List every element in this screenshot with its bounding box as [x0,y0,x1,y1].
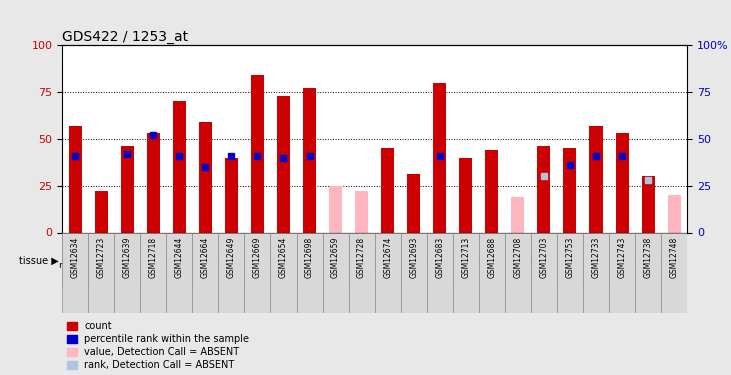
Bar [512,197,524,232]
Bar [244,232,270,313]
Legend: count, percentile rank within the sample, value, Detection Call = ABSENT, rank, : count, percentile rank within the sample… [67,321,249,370]
Bar [114,232,140,313]
Bar [329,186,342,232]
Text: GSM12639: GSM12639 [123,237,132,278]
Bar [88,234,140,287]
Text: GSM12659: GSM12659 [331,237,340,278]
Bar [69,126,82,232]
Bar [531,232,557,313]
Text: tissue ▶: tissue ▶ [19,256,58,266]
Bar [407,174,420,232]
Text: GSM12644: GSM12644 [175,237,183,278]
Text: GSM12753: GSM12753 [566,237,575,278]
Bar [349,234,401,287]
Bar [192,232,219,313]
Text: GSM12674: GSM12674 [383,237,392,278]
Bar [297,234,349,287]
Bar [303,88,316,232]
Bar [433,82,446,232]
Bar [564,148,577,232]
Bar [635,232,661,313]
Text: GSM12718: GSM12718 [149,237,158,278]
Text: brain: brain [467,256,491,265]
Bar [225,158,238,232]
Text: GSM12738: GSM12738 [643,237,653,278]
Bar [616,133,629,232]
Text: pancreas: pancreas [627,256,669,265]
Text: GSM12723: GSM12723 [96,237,106,278]
Bar [452,234,505,287]
Text: spleen: spleen [203,256,233,265]
Bar [557,232,583,313]
Text: GSM12693: GSM12693 [409,237,418,278]
Bar [459,158,472,232]
Bar [485,150,499,232]
Text: prostate: prostate [564,256,602,265]
Bar [401,232,427,313]
Bar [297,232,322,313]
Bar [322,232,349,313]
Text: GSM12664: GSM12664 [201,237,210,278]
Text: GSM12654: GSM12654 [279,237,288,278]
Text: spinal cord: spinal cord [506,256,556,265]
Bar [537,146,550,232]
Bar [583,232,609,313]
Bar [88,232,114,313]
Text: GSM12634: GSM12634 [71,237,80,278]
Bar [505,234,557,287]
Bar [147,133,160,232]
Text: GSM12649: GSM12649 [227,237,236,278]
Text: thymus: thymus [410,256,444,265]
Bar [452,232,479,313]
Bar [244,234,297,287]
Text: GSM12669: GSM12669 [253,237,262,278]
Bar [167,232,192,313]
Text: GSM12698: GSM12698 [305,237,314,278]
Bar [374,232,401,313]
Bar [140,232,167,313]
Bar [505,232,531,313]
Text: GSM12743: GSM12743 [618,237,626,278]
Text: lung: lung [260,256,281,265]
Bar [121,146,134,232]
Text: GSM12683: GSM12683 [435,237,444,278]
Bar [62,234,88,287]
Text: GSM12708: GSM12708 [513,237,523,278]
Bar [479,232,505,313]
Bar [219,232,244,313]
Text: GSM12748: GSM12748 [670,237,678,278]
Bar [95,191,107,232]
Bar [277,96,290,232]
Bar [589,126,602,232]
Bar [427,232,452,313]
Text: GSM12728: GSM12728 [357,237,366,278]
Bar [557,234,609,287]
Bar [661,232,687,313]
Bar [401,234,452,287]
Text: GDS422 / 1253_at: GDS422 / 1253_at [62,30,189,44]
Text: skeletal
muscle: skeletal muscle [357,251,393,270]
Bar [381,148,394,232]
Bar [642,176,654,232]
Bar [173,101,186,232]
Bar [199,122,212,232]
Bar [349,232,374,313]
Text: heart: heart [154,256,178,265]
Bar [609,234,687,287]
Bar [270,232,297,313]
Text: GSM12733: GSM12733 [591,237,600,278]
Text: kidney: kidney [307,256,338,265]
Bar [251,75,264,232]
Bar [192,234,244,287]
Bar [355,191,368,232]
Text: liver: liver [105,256,124,265]
Bar [140,234,192,287]
Bar [667,195,681,232]
Bar [609,232,635,313]
Text: GSM12688: GSM12688 [488,237,496,278]
Text: GSM12703: GSM12703 [539,237,548,278]
Text: bone
marrow: bone marrow [58,251,92,270]
Bar [62,232,88,313]
Text: GSM12713: GSM12713 [461,237,470,278]
